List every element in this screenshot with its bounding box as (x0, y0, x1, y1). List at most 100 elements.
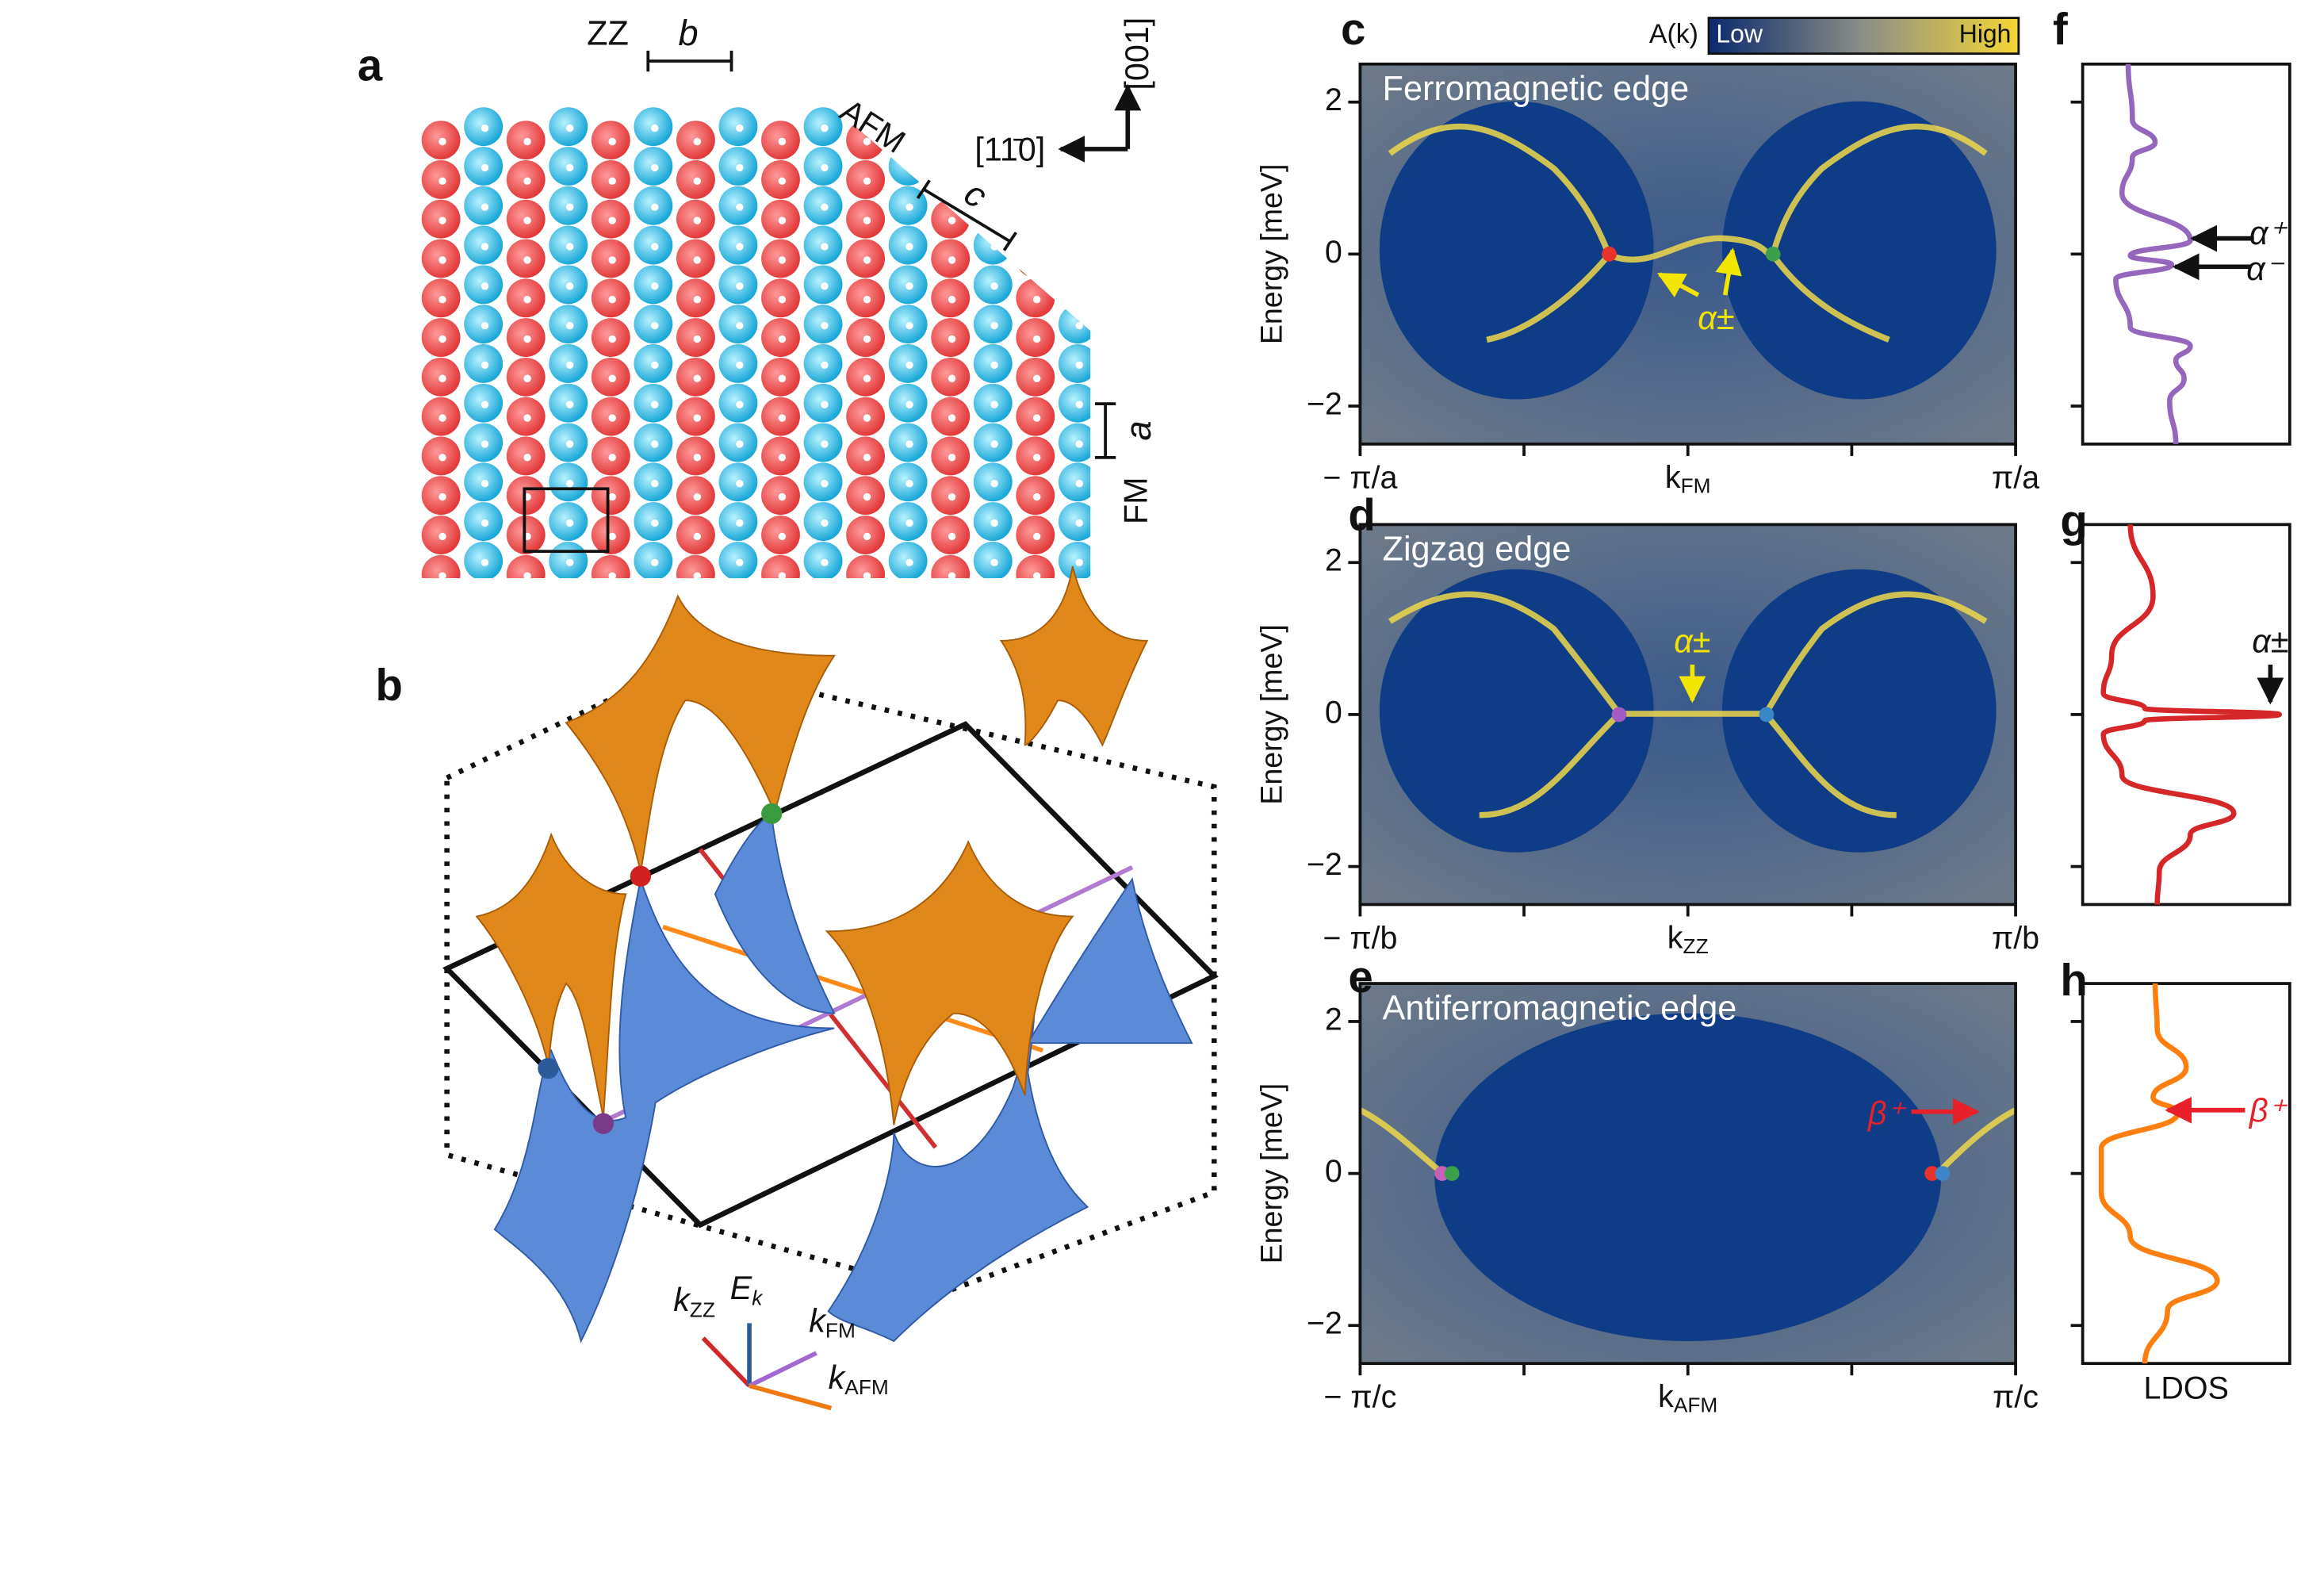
atom-center (990, 519, 998, 527)
atom-center (480, 243, 489, 251)
red-atom (846, 595, 885, 634)
atom-center (693, 217, 701, 224)
atom-center (863, 493, 871, 501)
atom-center (948, 374, 956, 382)
atom-center (523, 256, 531, 264)
atom-center (651, 361, 659, 370)
y-tick-label: −2 (1307, 847, 1342, 882)
annotation-arrow (1657, 272, 1700, 298)
atom-center (778, 572, 787, 579)
atom-center (736, 243, 744, 251)
ldos-line (2098, 983, 2220, 1364)
atom-center (736, 282, 744, 290)
ldos-line (2113, 63, 2193, 444)
y-axis-label: Energy [meV] (1254, 624, 1288, 805)
atom-center (565, 440, 574, 448)
axis-text: k (829, 1359, 847, 1396)
atom-center (905, 203, 913, 211)
atom-center (1033, 611, 1040, 619)
atom-center (438, 493, 446, 501)
atom-center (736, 401, 744, 408)
atom-center (480, 401, 489, 408)
atom-center (523, 295, 531, 304)
atom-center (608, 532, 616, 541)
atom-center (565, 203, 574, 211)
axis-text: k (809, 1302, 827, 1339)
red-atom (931, 595, 970, 634)
atom-center (1032, 177, 1041, 185)
atom-center (736, 124, 744, 132)
plot-frame (2081, 982, 2291, 1366)
bracket-a (1094, 402, 1116, 459)
blue-atom (889, 581, 928, 620)
atom-center (778, 532, 787, 541)
atom-center (608, 374, 616, 382)
atom-center (438, 572, 446, 579)
spectral-band (1479, 711, 1621, 818)
panel-letter: d (1348, 490, 1375, 540)
y-tick-label: 0 (1325, 235, 1342, 270)
atom-center (905, 243, 913, 251)
atom-center (736, 203, 744, 211)
atom-center (736, 558, 744, 566)
atom-center (778, 137, 787, 146)
atom-center (778, 177, 787, 185)
atom-center (990, 558, 998, 566)
weyl-node (1444, 1166, 1460, 1181)
atom-center (480, 321, 489, 330)
atom-center (990, 361, 998, 370)
atom-center (948, 572, 956, 579)
y-tick-label: 2 (1325, 543, 1342, 578)
annotation-arrow (1715, 247, 1742, 296)
atom-center (736, 480, 744, 488)
atom-center (693, 177, 701, 185)
atom-center (693, 572, 701, 579)
atom-center (863, 572, 871, 579)
y-axis-label: Energy [meV] (1254, 1083, 1288, 1264)
x-axis-label: kFM (1665, 460, 1711, 497)
atom-center (693, 414, 701, 422)
atom-center (523, 217, 531, 224)
red-atom (507, 595, 546, 634)
label-fm: FM (1117, 477, 1154, 524)
atom-center (565, 519, 574, 527)
spectral-band (1358, 1107, 1445, 1175)
y-tick-label: −2 (1307, 1306, 1342, 1341)
axis-text: E (730, 1270, 752, 1306)
atom-center (1118, 572, 1125, 579)
panel-title: Ferromagnetic edge (1383, 70, 1690, 108)
atom-center (905, 321, 913, 330)
atom-center (821, 440, 829, 448)
atom-center (1032, 414, 1041, 422)
atom-center (821, 124, 829, 132)
atom-center (1075, 282, 1083, 290)
spectral-band (1770, 123, 1988, 256)
x-axis-label: LDOS (2144, 1370, 2229, 1405)
atom-center (565, 243, 574, 251)
unit-cell (523, 487, 610, 554)
red-atom (931, 121, 971, 160)
weyl-node (1759, 707, 1775, 723)
atom-center (523, 611, 530, 619)
blue-atom (974, 581, 1013, 620)
atom-center (523, 414, 531, 422)
panel-letter: b (375, 660, 402, 710)
lattice (421, 107, 1139, 634)
atom-center (1118, 533, 1125, 540)
atom-center (693, 374, 701, 382)
atom-center (523, 137, 531, 146)
red-atom (422, 595, 461, 634)
atom-center (863, 335, 871, 343)
red-atom (1101, 121, 1139, 159)
atom-center (1032, 493, 1041, 501)
spectral-band (1763, 711, 1897, 818)
x-axis-label: kAFM (1658, 1380, 1717, 1417)
atom-center (905, 598, 913, 605)
atom-center (523, 335, 531, 343)
red-atom (1101, 555, 1139, 594)
blue-atom (634, 581, 672, 620)
annotation: β⁺ (1866, 1095, 1907, 1132)
atom-center (1075, 401, 1083, 408)
atom-center (863, 454, 871, 462)
blue-atom (1058, 186, 1091, 225)
